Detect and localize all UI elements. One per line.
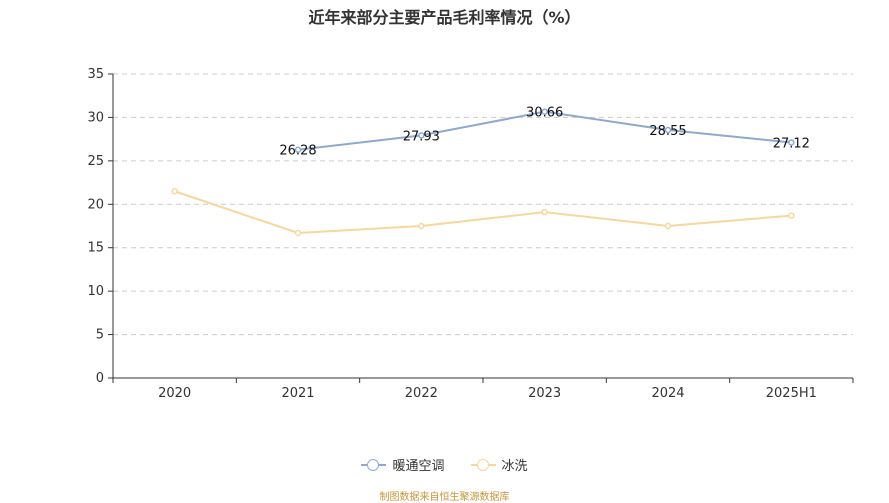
y-tick-label: 5 [96, 328, 104, 343]
data-point [294, 146, 302, 153]
x-tick-label: 2024 [651, 386, 684, 401]
data-label: 27.12 [773, 136, 810, 151]
data-label: 30.66 [526, 106, 563, 121]
data-point [418, 222, 425, 230]
data-point [788, 212, 795, 219]
data-labels: 26.28 27.93 30.66 28.55 27.12 [279, 106, 810, 159]
legend-item[interactable]: 冰洗 [470, 455, 528, 474]
y-tick-label: 15 [87, 241, 104, 256]
data-point [541, 208, 548, 216]
line-chart: 0 5 10 15 20 25 30 35 2020 2021 2022 2023 2024 2025H1… [87, 67, 854, 401]
legend: 暖通空调 冰洗 [0, 455, 889, 474]
y-tick-label: 25 [87, 154, 104, 169]
source-note: 制图数据来自恒生聚源数据库 [379, 492, 510, 503]
data-point [788, 139, 795, 146]
series-lines [171, 108, 795, 237]
data-label: 26.28 [279, 144, 316, 159]
legend-label: 暖通空调 [392, 459, 445, 474]
x-tick-label: 2025H1 [766, 386, 817, 401]
data-point [171, 188, 178, 195]
legend-label: 冰洗 [501, 459, 528, 474]
x-tick-label: 2022 [405, 386, 438, 401]
series-line-2 [174, 190, 792, 234]
y-tick-label: 0 [96, 371, 104, 386]
legend-item[interactable]: 暖通空调 [361, 455, 445, 474]
y-tick-label: 20 [87, 197, 104, 212]
grid-lines [113, 73, 853, 336]
data-label: 27.93 [403, 129, 440, 144]
data-point [664, 222, 672, 230]
axes: 0 5 10 15 20 25 30 35 2020 2021 2022 2023 2024 2025H1 [87, 67, 854, 401]
x-tick-label: 2023 [528, 386, 561, 401]
legend-line-marker-icon [361, 458, 387, 472]
legend-line-marker-icon [470, 458, 496, 472]
x-tick-label: 2020 [158, 386, 191, 401]
data-point [664, 126, 672, 134]
y-tick-label: 10 [87, 284, 104, 299]
chart-title: 近年来部分主要产品毛利率情况（%） [308, 8, 581, 27]
data-point [294, 229, 302, 237]
y-tick-label: 35 [87, 67, 104, 82]
x-tick-label: 2021 [281, 386, 314, 401]
data-label: 28.55 [649, 124, 686, 139]
data-point [418, 132, 425, 139]
data-point [541, 108, 548, 115]
y-tick-label: 30 [87, 110, 104, 125]
